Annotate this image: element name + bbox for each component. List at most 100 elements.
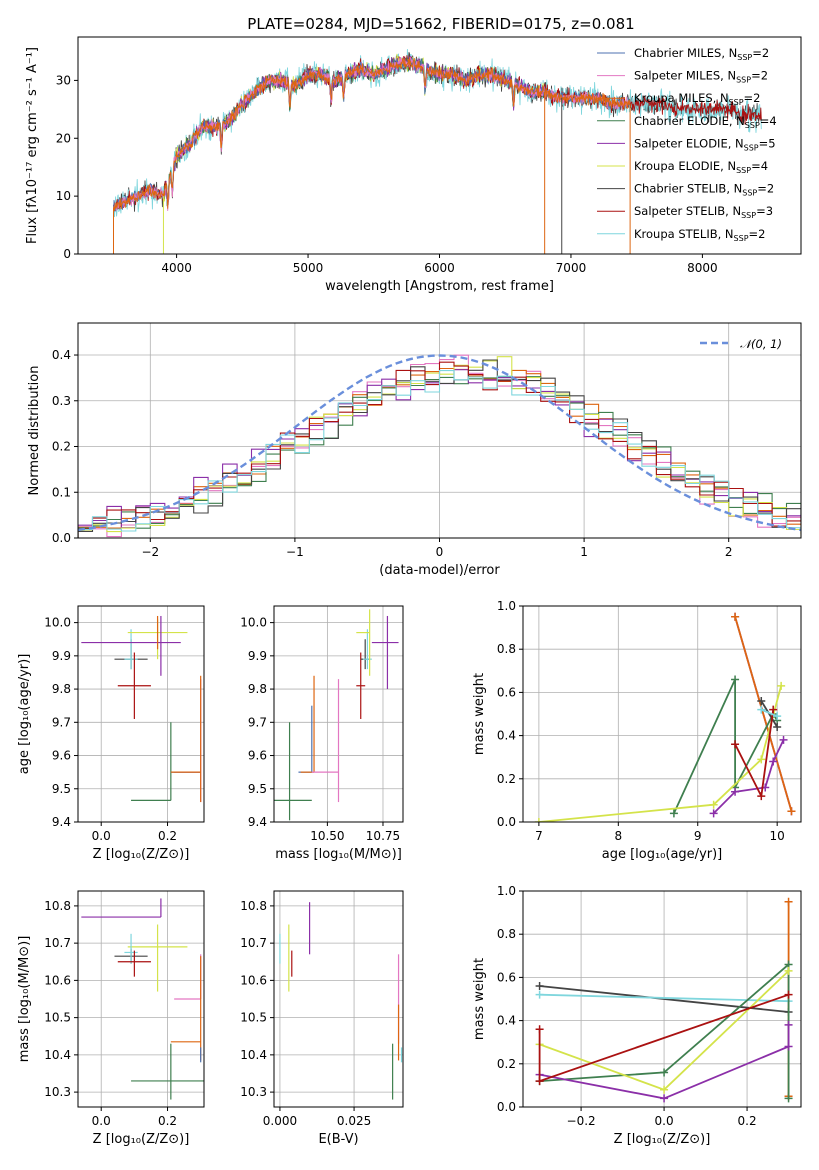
- weight_vs_age-xlabel: age [log₁₀(age/yr)]: [602, 847, 723, 862]
- x-tick-label: 4000: [161, 261, 192, 275]
- weight-marker: [757, 705, 766, 714]
- weight-marker: [784, 990, 793, 999]
- y-tick-label: 10: [56, 189, 71, 203]
- x-tick-label: 2: [725, 545, 733, 559]
- weight-marker: [535, 990, 544, 999]
- data-point-chabrier-elodie: [131, 1043, 204, 1100]
- mass_vs_ebv-points: [279, 902, 403, 1100]
- x-tick-label: 0.2: [158, 1114, 177, 1128]
- weight-marker: [534, 818, 543, 822]
- weight_vs_Z-axes: −0.2 0.0 0.2 0.0 0.2 0.4 0.6 0.8 1.0 Z [log₁₀(Z/Z…: [472, 884, 801, 1147]
- x-tick-label: 8: [614, 829, 622, 843]
- weight-marker: [731, 612, 740, 621]
- weight_vs_Z-xlabel: Z [log₁₀(Z/Z⊙)]: [614, 1132, 711, 1147]
- spectrum-axes: 4000 5000 6000 7000 8000 0 10 20 30 wavelength [A…: [25, 47, 718, 294]
- x-tick-label: 8000: [687, 261, 718, 275]
- data-point-kroupa-stelib: [124, 629, 138, 670]
- histogram-kroupa-stelib: [78, 370, 801, 538]
- y-tick-label: 10.4: [240, 1048, 267, 1062]
- age_vs_Z-points: [81, 615, 202, 803]
- data-point-kroupa-elodie: [356, 609, 371, 676]
- y-tick-label: 0.3: [52, 394, 71, 408]
- mass_vs_Z-frame: [77, 890, 205, 1108]
- y-tick-label: 10.0: [44, 616, 71, 630]
- x-tick-label: 0.000: [263, 1114, 297, 1128]
- mass_vs_ebv-frame: [273, 890, 404, 1108]
- mass_vs_Z-axes: 0.0 0.2 10.3 10.4 10.5 10.6 10.7 10.8 Z [log₁₀(Z…: [17, 891, 204, 1147]
- data-point-salpeter-elodie: [81, 898, 162, 918]
- y-tick-label: 9.6: [248, 749, 267, 763]
- legend-label: Salpeter MILES, NSSP=2: [634, 69, 768, 85]
- y-tick-label: 0.8: [497, 927, 516, 941]
- data-point-chabrier-elodie: [274, 722, 312, 821]
- y-tick-label: 0.1: [52, 485, 71, 499]
- age_vs_Z-frame: [77, 605, 205, 823]
- y-tick-label: 10.4: [44, 1048, 71, 1062]
- x-tick-label: −1: [286, 545, 304, 559]
- y-tick-label: 0.2: [52, 440, 71, 454]
- y-tick-label: 10.8: [240, 899, 267, 913]
- y-tick-label: 0.6: [497, 685, 516, 699]
- weight-marker: [757, 792, 766, 801]
- data-point-kroupa-miles: [170, 956, 202, 1061]
- x-tick-label: 10.50: [310, 829, 344, 843]
- y-tick-label: 10.5: [44, 1011, 71, 1025]
- y-tick-label: 10.7: [240, 936, 267, 950]
- mass_vs_ebv-axes: 0.000 0.025 10.3 10.4 10.5 10.6 10.7 10.8 E(B-V): [240, 891, 403, 1147]
- residuals-ylabel: Normed distribution: [27, 366, 42, 496]
- weight-marker: [731, 787, 740, 796]
- weight-marker: [669, 809, 678, 818]
- weight-marker: [535, 1025, 544, 1034]
- weight_vs_Z-ylabel: mass weight: [472, 958, 487, 1040]
- weight-marker: [709, 800, 718, 809]
- x-tick-label: 0.0: [655, 1114, 674, 1128]
- y-tick-label: 0: [63, 247, 71, 261]
- x-tick-label: 0.2: [738, 1114, 757, 1128]
- legend-label: Chabrier MILES, NSSP=2: [634, 46, 769, 62]
- mass_vs_Z-ylabel: mass [log₁₀(M/M⊙)]: [17, 936, 32, 1063]
- x-tick-label: −2: [141, 545, 159, 559]
- weight-marker: [784, 1094, 793, 1103]
- weight-marker: [777, 681, 786, 690]
- weight-marker: [773, 712, 782, 721]
- mass_vs_ebv-xlabel: E(B-V): [318, 1132, 358, 1147]
- y-tick-label: 9.5: [248, 782, 267, 796]
- weight-marker: [784, 897, 793, 906]
- x-tick-label: 10: [770, 829, 785, 843]
- data-point-kroupa-stelib: [124, 933, 138, 964]
- y-tick-label: 10.6: [44, 973, 71, 987]
- x-tick-label: 0.0: [92, 829, 111, 843]
- weight-marker: [535, 982, 544, 991]
- y-tick-label: 10.6: [240, 973, 267, 987]
- y-tick-label: 10.8: [44, 899, 71, 913]
- data-point-kroupa-miles: [170, 675, 202, 803]
- y-tick-label: 0.4: [497, 1014, 516, 1028]
- spectrum-ylabel: Flux [fλ10⁻¹⁷ erg cm⁻² s⁻¹ A⁻¹]: [25, 47, 40, 244]
- y-tick-label: 0.4: [52, 348, 71, 362]
- y-tick-label: 9.8: [52, 682, 71, 696]
- y-tick-label: 9.5: [52, 782, 71, 796]
- x-tick-label: 10.75: [366, 829, 400, 843]
- legend-label: Kroupa STELIB, NSSP=2: [634, 227, 765, 243]
- y-tick-label: 0.2: [497, 772, 516, 786]
- x-tick-label: 0.0: [92, 1114, 111, 1128]
- x-tick-label: 0.025: [337, 1114, 371, 1128]
- y-tick-label: 9.6: [52, 749, 71, 763]
- y-tick-label: 0.0: [497, 815, 516, 829]
- weight-marker: [757, 697, 766, 706]
- weight-line-salpeter-elodie: [539, 1024, 790, 1100]
- figure-title: PLATE=0284, MJD=51662, FIBERID=0175, z=0…: [247, 15, 634, 33]
- y-tick-label: 10.0: [240, 616, 267, 630]
- mass_vs_Z-xlabel: Z [log₁₀(Z/Z⊙)]: [93, 1132, 190, 1147]
- weight-line-chabrier-stelib: [760, 700, 778, 728]
- y-tick-label: 30: [56, 73, 71, 87]
- y-tick-label: 9.4: [248, 815, 267, 829]
- weight_vs_Z-lines: [535, 897, 793, 1103]
- weight-marker: [535, 1077, 544, 1086]
- weight_vs_Z-frame: [522, 890, 802, 1108]
- weight-marker: [773, 722, 782, 731]
- weight-marker: [769, 705, 778, 714]
- legend-label: Chabrier STELIB, NSSP=2: [634, 182, 774, 198]
- weight-line-kroupa-stelib: [760, 708, 778, 718]
